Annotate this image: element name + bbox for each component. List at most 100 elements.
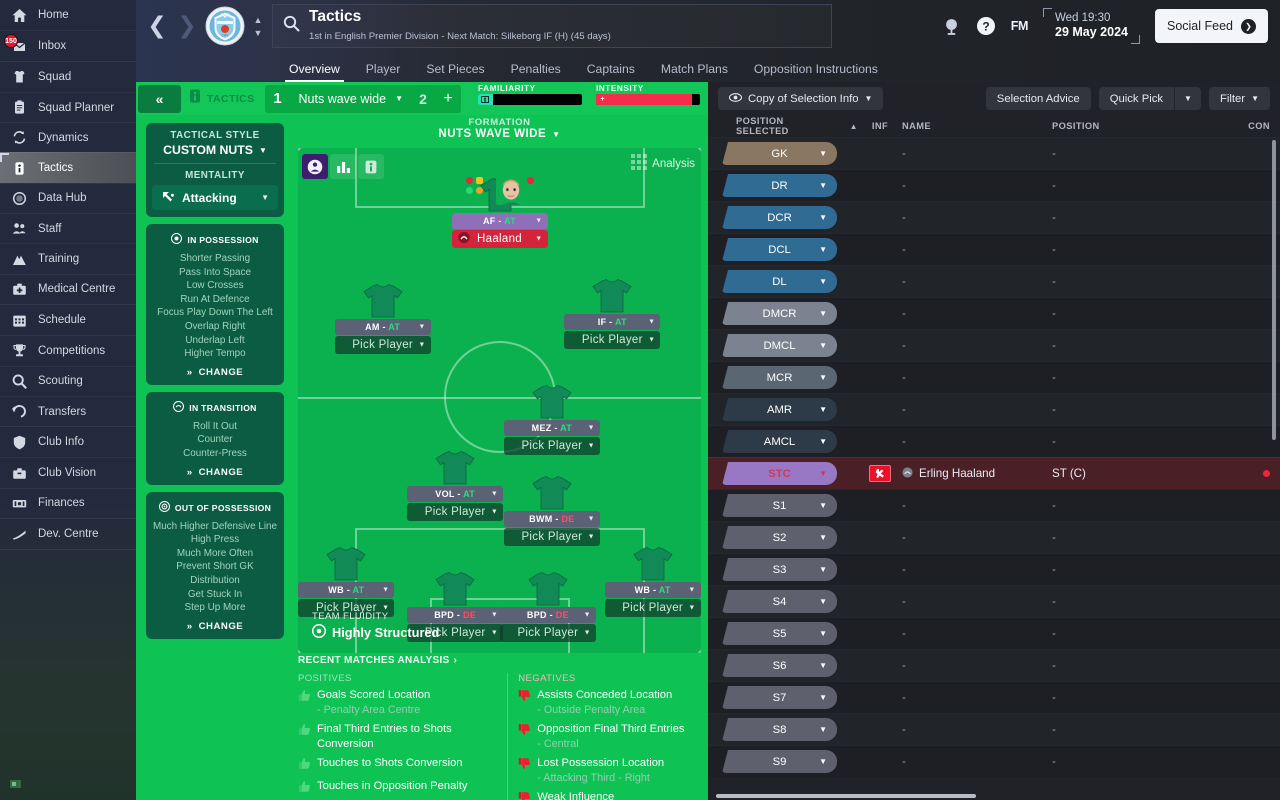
position-dropdown[interactable]: S7 ▼ <box>722 686 837 709</box>
table-row[interactable]: S6 ▼ - - <box>708 649 1280 681</box>
chevron-down-icon[interactable]: ▼ <box>253 27 263 38</box>
recent-matches-title-row[interactable]: RECENT MATCHES ANALYSIS › <box>298 655 701 666</box>
sidebar-item-scouting[interactable]: Scouting <box>0 365 136 396</box>
sidebar-item-inbox[interactable]: Inbox 150 <box>0 30 136 60</box>
tab-overview[interactable]: Overview <box>276 62 353 82</box>
player-name-dropdown[interactable]: Haaland ▼ <box>451 230 548 249</box>
social-feed-button[interactable]: Social Feed ❯ <box>1154 9 1268 43</box>
sidebar-item-training[interactable]: Training <box>0 243 136 273</box>
table-row[interactable]: DR ▼ - - <box>708 169 1280 201</box>
change-button[interactable]: » CHANGE <box>152 367 278 378</box>
pitch-player-slot[interactable]: IF - AT ▼ Pick Player ▼ <box>564 278 661 350</box>
chevron-up-icon[interactable]: ▲ <box>253 14 263 25</box>
injury-icon[interactable] <box>869 465 891 482</box>
tactic-name-dropdown[interactable]: Nuts wave wide ▼ <box>290 84 411 113</box>
mentality-dropdown[interactable]: Attacking ▼ <box>152 185 278 210</box>
tactical-style-value-row[interactable]: CUSTOM NUTS ▼ <box>152 143 278 157</box>
pitch-player-slot[interactable]: AF - AT ▼ Haaland ▼ <box>451 175 548 249</box>
column-inf[interactable]: INF <box>871 121 889 131</box>
position-dropdown[interactable]: MCR ▼ <box>722 366 837 389</box>
position-dropdown[interactable]: STC ▼ <box>722 462 837 485</box>
player-name-dropdown[interactable]: Pick Player ▼ <box>407 624 504 643</box>
position-dropdown[interactable]: S6 ▼ <box>722 654 837 677</box>
player-role-dropdown[interactable]: AM - AT ▼ <box>334 319 431 336</box>
player-role-dropdown[interactable]: BPD - DE ▼ <box>407 607 504 624</box>
sidebar-item-competitions[interactable]: Competitions <box>0 335 136 365</box>
table-row[interactable]: S9 ▼ - - <box>708 745 1280 777</box>
position-dropdown[interactable]: DMCL ▼ <box>722 334 837 357</box>
player-name-dropdown[interactable]: Pick Player ▼ <box>334 336 431 355</box>
table-row[interactable]: S1 ▼ - - <box>708 489 1280 521</box>
position-dropdown[interactable]: DCL ▼ <box>722 238 837 261</box>
table-row[interactable]: DCL ▼ - - <box>708 233 1280 265</box>
sidebar-item-home[interactable]: Home <box>0 0 136 30</box>
player-name-dropdown[interactable]: Pick Player ▼ <box>298 599 395 617</box>
globe-icon[interactable] <box>942 17 961 36</box>
position-dropdown[interactable]: GK ▼ <box>722 142 837 165</box>
sidebar-item-tactics[interactable]: Tactics <box>0 152 136 183</box>
tactic-slot-number[interactable]: 1 <box>264 84 291 113</box>
table-row[interactable]: DCR ▼ - - <box>708 201 1280 233</box>
horizontal-scrollbar[interactable] <box>708 792 1280 800</box>
tab-opposition-instructions[interactable]: Opposition Instructions <box>753 62 878 76</box>
sidebar-item-transfers[interactable]: Transfers <box>0 395 136 426</box>
table-row[interactable]: S4 ▼ - - <box>708 585 1280 617</box>
change-button[interactable]: » CHANGE <box>152 467 278 478</box>
table-row[interactable]: MCR ▼ - - <box>708 361 1280 393</box>
forward-button[interactable]: ❯ <box>177 13 197 38</box>
club-switcher[interactable]: ▲ ▼ <box>250 15 266 38</box>
table-row[interactable]: S8 ▼ - - <box>708 713 1280 745</box>
sidebar-item-medical-centre[interactable]: Medical Centre <box>0 273 136 304</box>
pitch[interactable]: Analysis AF - AT ▼ Haaland ▼ AM - AT ▼ Pick Pl… <box>298 148 701 653</box>
position-dropdown[interactable]: DR ▼ <box>722 174 837 197</box>
page-search-box[interactable]: Tactics 1st in English Premier Division … <box>272 4 832 48</box>
sidebar-item-squad[interactable]: Squad <box>0 62 136 92</box>
position-dropdown[interactable]: AMR ▼ <box>722 398 837 421</box>
position-dropdown[interactable]: DCR ▼ <box>722 206 837 229</box>
sort-ascending-icon[interactable]: ▲ <box>849 121 858 131</box>
tactics-icon[interactable] <box>358 154 384 179</box>
back-button[interactable]: ❮ <box>147 13 167 38</box>
table-row[interactable]: S3 ▼ - - <box>708 553 1280 585</box>
sidebar-item-squad-planner[interactable]: Squad Planner <box>0 91 136 122</box>
analysis-button[interactable]: Analysis <box>631 154 695 173</box>
sidebar-item-finances[interactable]: Finances <box>0 487 136 518</box>
pitch-player-slot[interactable]: VOL - AT ▼ Pick Player ▼ <box>407 450 504 522</box>
sidebar-item-staff[interactable]: Staff <box>0 213 136 243</box>
selection-advice-button[interactable]: Selection Advice <box>985 87 1091 110</box>
tab-player[interactable]: Player <box>365 62 401 76</box>
column-position-selected[interactable]: POSITION SELECTED <box>736 116 789 136</box>
position-dropdown[interactable]: S3 ▼ <box>722 558 837 581</box>
filter-button[interactable]: Filter ▼ <box>1208 87 1270 110</box>
scrollbar-thumb[interactable] <box>716 794 976 798</box>
player-role-dropdown[interactable]: BPD - DE ▼ <box>499 607 596 624</box>
player-role-dropdown[interactable]: AF - AT ▼ <box>451 213 548 230</box>
bar-chart-icon[interactable] <box>330 154 356 179</box>
table-row[interactable]: S7 ▼ - - <box>708 681 1280 713</box>
club-crest-icon[interactable]: CITY <box>205 6 245 46</box>
sidebar-item-data-hub[interactable]: Data Hub <box>0 182 136 213</box>
table-row[interactable]: DMCL ▼ - - <box>708 329 1280 361</box>
table-row[interactable]: DMCR ▼ - - <box>708 297 1280 329</box>
column-position[interactable]: POSITION <box>1052 121 1100 131</box>
sidebar-item-club-info[interactable]: Club Info <box>0 427 136 457</box>
tactic-slot-2[interactable]: 2 <box>411 84 435 113</box>
sidebar-item-schedule[interactable]: Schedule <box>0 305 136 335</box>
formation-dropdown[interactable]: NUTS WAVE WIDE ▼ <box>291 128 708 140</box>
position-dropdown[interactable]: AMCL ▼ <box>722 430 837 453</box>
pitch-player-slot[interactable]: BPD - DE ▼ Pick Player ▼ <box>407 571 504 643</box>
player-name-dropdown[interactable]: Pick Player ▼ <box>407 503 504 522</box>
position-dropdown[interactable]: S1 ▼ <box>722 494 837 517</box>
sidebar-item-dev-centre[interactable]: Dev. Centre <box>0 519 136 549</box>
sidebar-item-club-vision[interactable]: Club Vision <box>0 457 136 487</box>
tab-match-plans[interactable]: Match Plans <box>660 62 728 76</box>
collapse-sidebar-button[interactable]: « <box>138 84 181 113</box>
add-tactic-button[interactable]: + <box>435 84 461 113</box>
sidebar-item-dynamics[interactable]: Dynamics <box>0 122 136 152</box>
tab-penalties[interactable]: Penalties <box>510 62 561 76</box>
table-row[interactable]: AMCL ▼ - - <box>708 425 1280 457</box>
player-role-dropdown[interactable]: WB - AT ▼ <box>298 582 395 598</box>
pitch-player-slot[interactable]: MEZ - AT ▼ Pick Player ▼ <box>503 384 600 456</box>
player-name-dropdown[interactable]: Pick Player ▼ <box>503 437 600 456</box>
copy-selection-info-button[interactable]: Copy of Selection Info ▼ <box>718 87 884 110</box>
